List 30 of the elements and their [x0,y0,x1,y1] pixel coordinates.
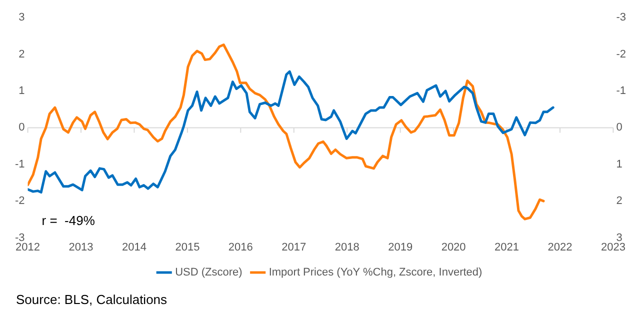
legend-label: USD (Zscore) [175,266,242,279]
y-tick-label: 1 [18,85,25,98]
x-tick-label: 2019 [388,241,413,254]
y2-tick-label: -1 [616,85,626,98]
x-tick-label: 2017 [282,241,306,254]
y-tick-label: 0 [18,122,25,134]
annotation: r = -49% [42,212,96,228]
y-tick-label: 2 [18,48,25,60]
y-tick-label: -1 [15,158,25,170]
y-tick-label: -2 [15,195,25,208]
x-tick-label: 2014 [122,241,146,254]
y-tick-label: -3 [15,232,25,244]
x-tick-label: 2016 [228,241,253,254]
x-tick-label: 2012 [16,241,40,254]
y-tick-label: 3 [18,12,25,24]
x-tick-label: 2020 [441,241,466,254]
source-note: Source: BLS, Calculations [16,292,168,307]
x-tick-label: 2018 [334,241,360,254]
x-tick-label: 2021 [494,241,520,254]
x-tick-label: 2023 [600,241,626,254]
y2-tick-label: -2 [616,48,626,60]
x-tick-label: 2013 [68,241,94,254]
y2-tick-label: 2 [616,195,622,208]
y2-tick-label: 3 [616,232,622,244]
x-tick-label: 2022 [548,241,572,254]
legend-label: Import Prices (YoY %Chg, Zscore, Inverted) [268,266,482,279]
y2-tick-label: -3 [616,12,626,24]
x-tick-label: 2015 [175,241,200,254]
y2-tick-label: 1 [616,158,622,170]
y2-tick-label: 0 [616,122,622,134]
